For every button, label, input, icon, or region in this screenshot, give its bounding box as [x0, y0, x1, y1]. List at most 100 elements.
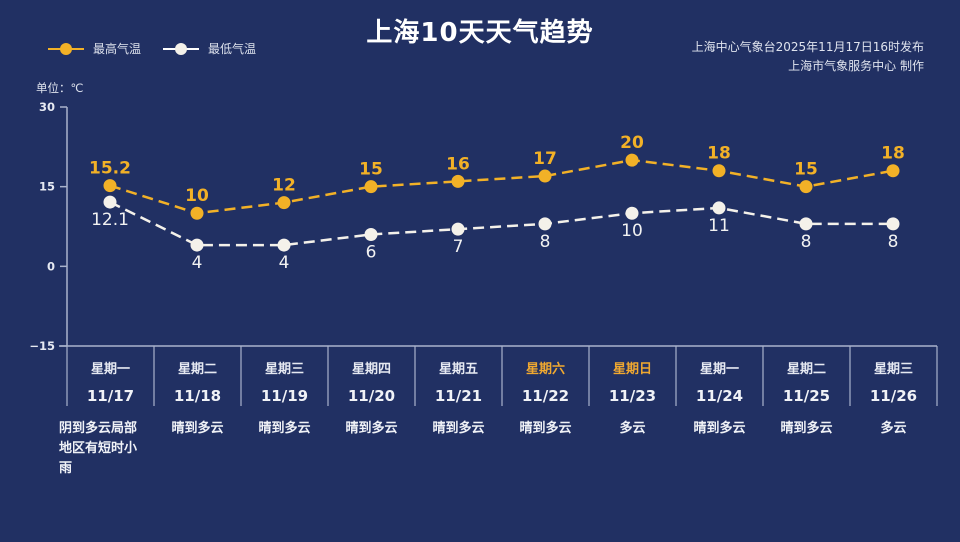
day-column: 星期一 11/24 晴到多云 — [676, 346, 763, 479]
white-dot-line-icon — [163, 42, 200, 55]
low-temp-point — [190, 238, 204, 252]
weekday-label: 星期日 — [612, 362, 652, 377]
high-temp-value: 16 — [446, 154, 470, 174]
y-tick-label: 0 — [47, 259, 55, 273]
day-column: 星期四 11/20 晴到多云 — [328, 346, 415, 479]
date-label: 11/25 — [782, 387, 831, 405]
low-temp-line — [109, 200, 893, 247]
publish-info: 上海中心气象台2025年11月17日16时发布 — [691, 40, 924, 54]
day-column: 星期三 11/26 多云 — [850, 346, 937, 479]
day-column: 星期三 11/19 晴到多云 — [241, 346, 328, 479]
y-tick-label: 30 — [39, 100, 55, 114]
legend-item-low: 最低气温 — [163, 40, 256, 57]
weather-desc: 晴到多云 — [345, 421, 398, 436]
weekday-label: 星期二 — [786, 362, 826, 377]
high-temp-value: 12 — [272, 176, 296, 196]
low-temp-point — [625, 206, 639, 220]
low-temp-point — [799, 217, 813, 231]
high-temp-point — [712, 164, 726, 178]
high-temp-point — [799, 180, 813, 194]
day-columns: 星期一 11/17 阴到多云局部地区有短时小雨 星期二 11/18 晴到多云 星期三 11/1… — [59, 346, 937, 479]
high-temp-value: 18 — [707, 144, 731, 164]
date-label: 11/19 — [260, 387, 309, 405]
chart-title: 上海10天天气趋势 — [366, 18, 594, 48]
day-column: 星期日 11/23 多云 — [589, 346, 676, 479]
low-temp-value: 11 — [708, 216, 730, 236]
high-temp-point — [364, 180, 378, 194]
legend-label-low: 最低气温 — [208, 42, 257, 56]
weather-desc: 多云 — [619, 421, 646, 436]
low-temp-point — [886, 217, 900, 231]
low-temp-point — [712, 201, 726, 215]
legend: 最高气温 最低气温 — [48, 40, 278, 57]
low-temp-value: 8 — [801, 232, 812, 252]
weather-desc: 晴到多云 — [780, 421, 833, 436]
weekday-label: 星期一 — [90, 362, 130, 377]
date-label: 11/22 — [521, 387, 570, 405]
low-temp-value: 8 — [540, 232, 551, 252]
weather-desc: 晴到多云 — [432, 421, 485, 436]
low-temp-point — [538, 217, 552, 231]
low-temp-value: 8 — [888, 232, 899, 252]
high-temp-value: 17 — [533, 149, 557, 169]
legend-item-high: 最高气温 — [48, 40, 141, 57]
weather-desc: 晴到多云 — [171, 421, 224, 436]
date-label: 11/24 — [695, 387, 744, 405]
date-label: 11/23 — [608, 387, 657, 405]
low-temp-point — [451, 222, 465, 236]
weekday-label: 星期四 — [351, 362, 391, 377]
high-temp-point — [625, 153, 639, 167]
temperature-chart: 30 15 0 −15 15.2 10 12 15 16 17 20 18 15 18 12.1 4 4 6 7 8 1… — [29, 100, 938, 406]
weather-desc: 阴到多云局部地区有短时小雨 — [59, 421, 138, 476]
high-temp-value: 18 — [881, 144, 905, 164]
low-temp-value: 12.1 — [91, 210, 129, 230]
date-label: 11/26 — [869, 387, 918, 405]
date-label: 11/18 — [173, 387, 222, 405]
high-temp-value: 15 — [794, 160, 818, 180]
high-temp-point — [886, 164, 900, 178]
high-temp-value: 20 — [620, 133, 644, 153]
weather-desc: 晴到多云 — [519, 421, 572, 436]
high-temp-line — [109, 158, 894, 215]
high-temp-point — [538, 169, 552, 183]
high-temp-value: 15.2 — [89, 159, 131, 179]
weather-desc: 晴到多云 — [693, 421, 746, 436]
low-temp-point — [364, 227, 378, 241]
weekday-label: 星期三 — [264, 362, 304, 377]
orange-dot-line-icon — [48, 42, 84, 55]
day-column: 星期五 11/21 晴到多云 — [415, 346, 502, 479]
low-temp-value: 7 — [453, 237, 464, 257]
high-temp-point — [103, 179, 117, 193]
weekday-label: 星期二 — [177, 362, 217, 377]
low-temp-value: 6 — [366, 242, 377, 262]
low-temp-value: 4 — [279, 253, 290, 273]
day-column: 星期二 11/25 晴到多云 — [763, 346, 850, 479]
low-temp-value: 10 — [621, 221, 643, 241]
source-info: 上海中心气象台2025年11月17日16时发布 上海市气象服务中心 制作 — [692, 38, 924, 76]
weekday-label: 星期三 — [873, 362, 913, 377]
weekday-label: 星期五 — [438, 362, 478, 377]
high-temp-point — [277, 196, 291, 210]
weather-desc: 晴到多云 — [258, 421, 311, 436]
weekday-label: 星期六 — [525, 362, 565, 377]
date-label: 11/17 — [86, 387, 135, 405]
high-temp-point — [451, 174, 465, 188]
day-column: 星期六 11/22 晴到多云 — [502, 346, 589, 479]
day-column: 星期二 11/18 晴到多云 — [154, 346, 241, 479]
low-temp-point — [103, 195, 117, 209]
legend-label-high: 最高气温 — [93, 42, 142, 56]
low-temp-value: 4 — [192, 253, 203, 273]
y-tick-label: −15 — [29, 339, 55, 353]
unit-label: 单位：℃ — [36, 81, 84, 95]
low-temp-point — [277, 238, 291, 252]
weekday-label: 星期一 — [699, 362, 739, 377]
producer-info: 上海市气象服务中心 制作 — [788, 59, 924, 73]
day-column: 星期一 11/17 阴到多云局部地区有短时小雨 — [59, 346, 154, 479]
high-temp-value: 15 — [359, 160, 383, 180]
weather-desc: 多云 — [880, 421, 907, 436]
date-label: 11/21 — [434, 387, 483, 405]
high-temp-point — [190, 206, 204, 220]
high-temp-value: 10 — [185, 186, 209, 206]
y-tick-label: 15 — [39, 180, 55, 194]
date-label: 11/20 — [347, 387, 396, 405]
